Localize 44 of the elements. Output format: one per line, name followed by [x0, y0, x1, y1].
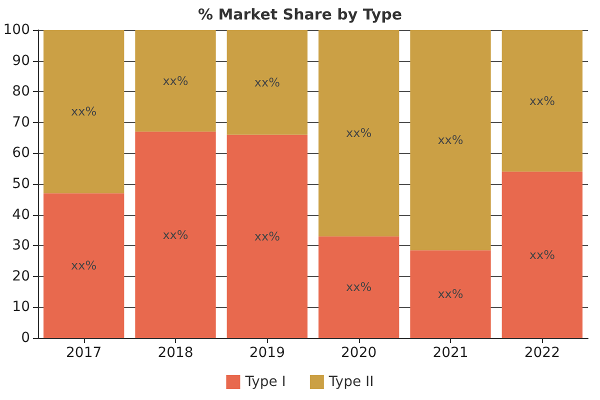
bar: [410, 250, 491, 338]
y-tick-label: 10: [12, 299, 30, 316]
bar: [226, 30, 308, 135]
data-label: xx%: [529, 94, 555, 108]
bar: [318, 236, 400, 338]
y-tick-label: 80: [12, 84, 30, 100]
y-tick-label: 0: [21, 330, 30, 346]
x-tick-label: 2021: [432, 345, 468, 361]
data-label: xx%: [162, 74, 188, 88]
legend-label: Type II: [328, 374, 374, 390]
bar: [135, 30, 216, 132]
y-tick-label: 40: [12, 206, 30, 223]
x-tick-label: 2020: [341, 345, 377, 361]
y-tick-label: 60: [12, 145, 30, 162]
data-label: xx%: [71, 258, 97, 273]
bar: [135, 132, 216, 338]
y-tick-label: 100: [3, 22, 30, 38]
data-label: xx%: [346, 126, 372, 140]
y-tick-label: 30: [12, 238, 30, 254]
x-tick-label: 2022: [524, 345, 560, 361]
data-label: xx%: [529, 248, 555, 262]
legend-label: Type I: [244, 374, 286, 390]
bar: [44, 30, 124, 194]
data-label: xx%: [346, 280, 372, 294]
y-tick-label: 20: [12, 268, 30, 284]
y-tick-label: 50: [12, 176, 30, 192]
data-label: xx%: [71, 104, 97, 119]
y-tick-label: 90: [12, 52, 30, 69]
bar: [502, 172, 582, 338]
bar: [226, 134, 308, 338]
data-label: xx%: [254, 229, 280, 244]
x-tick-label: 2019: [249, 345, 285, 361]
bar: [318, 30, 400, 236]
data-label: xx%: [162, 228, 188, 242]
x-tick-label: 2017: [66, 345, 102, 361]
bar: [44, 193, 124, 338]
bar: [410, 30, 491, 250]
data-label: xx%: [438, 287, 464, 302]
x-tick-label: 2018: [158, 345, 194, 361]
data-label: xx%: [254, 75, 280, 90]
bar: [502, 30, 582, 172]
chart-title: % Market Share by Type: [198, 6, 402, 24]
data-label: xx%: [438, 133, 464, 148]
y-tick-label: 70: [12, 114, 30, 130]
